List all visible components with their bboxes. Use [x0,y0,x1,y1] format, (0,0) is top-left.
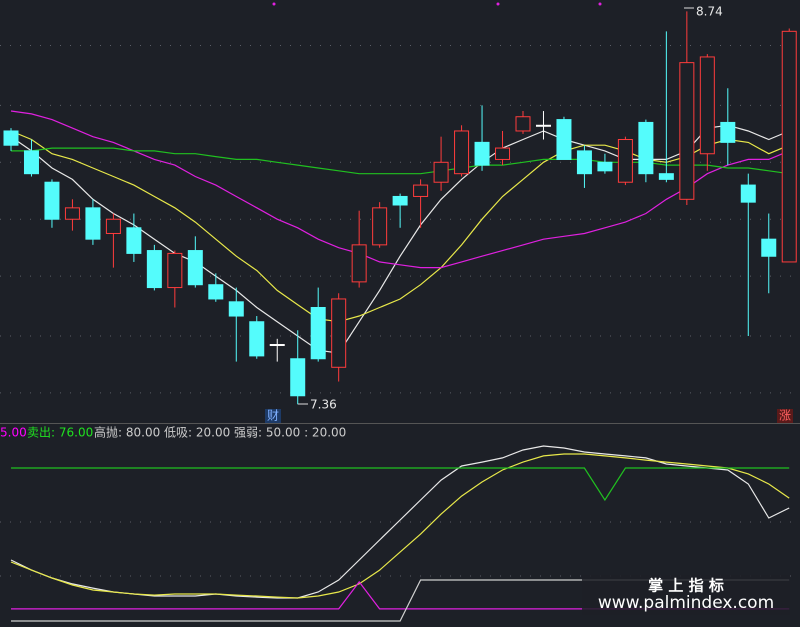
candle-body [310,307,326,360]
candle-body [515,116,531,132]
marker: 涨 [779,408,791,423]
candle-body [658,173,674,180]
watermark-bg [582,575,790,615]
series-line [11,467,790,502]
candle-body [474,141,490,166]
candle-body [331,298,347,368]
candle-body [372,207,388,246]
candle-body [556,119,572,160]
series-line [10,130,790,323]
high-label: 8.74 [696,5,723,19]
candle-body [720,121,736,143]
top-dot [496,2,500,6]
watermark-title: 掌 上 指 标 [648,577,724,595]
candle-body [269,344,285,347]
marker-box [777,409,793,423]
legend-entry: 5.00 [0,426,27,440]
candle-body [679,62,695,200]
candle-body [146,250,162,289]
candle-body [781,30,797,263]
candle-body [495,147,511,160]
candle-body [413,184,429,197]
candle-body [290,358,306,397]
legend-entry: 卖出: 76.00 [27,426,93,440]
candle-body [454,130,470,175]
candle-body [351,244,367,283]
candle-body [617,139,633,183]
candle-body [392,195,408,206]
main-panel [3,11,797,405]
candle-body [433,161,449,183]
candle-body [699,56,715,155]
candle-body [64,207,80,220]
candle-body [740,184,756,203]
candle-body [208,284,224,300]
candle-body [44,181,60,220]
legend-entry: 高抛: 80.00 低吸: 20.00 强弱: 50.00 : 20.00 [94,425,346,440]
watermark-url: www.palmindex.com [598,593,774,613]
candle-body [187,250,203,286]
marker-box [265,409,281,423]
candle-body [85,207,101,240]
series-line [10,110,790,269]
series-line [11,147,790,175]
candle-body [167,252,183,289]
low-label: 7.36 [310,398,337,412]
candle-body [597,161,613,172]
candle-body [23,150,39,175]
candle-body [535,124,551,127]
series-line [10,453,790,599]
candle-body [576,150,592,175]
candle-body [761,238,777,257]
top-dot [272,2,276,6]
marker: 财 [267,409,279,423]
candle-body [105,218,121,234]
top-dot [598,2,602,6]
candle-body [638,121,654,175]
candle-body [249,321,265,357]
candle-body [228,301,244,317]
candle-body [126,227,142,254]
candle-body [3,130,19,146]
